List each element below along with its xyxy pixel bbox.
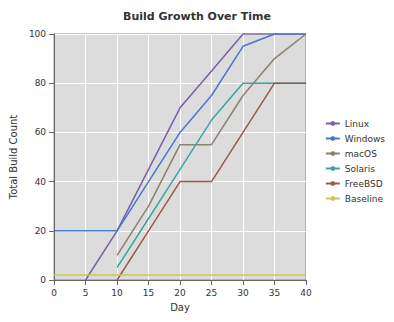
svg-text:FreeBSD: FreeBSD bbox=[345, 179, 383, 189]
svg-text:80: 80 bbox=[35, 78, 47, 88]
svg-text:macOS: macOS bbox=[345, 149, 377, 159]
svg-text:Windows: Windows bbox=[345, 134, 385, 144]
svg-text:Total Build Count: Total Build Count bbox=[8, 115, 19, 201]
svg-text:Linux: Linux bbox=[345, 119, 370, 129]
svg-text:30: 30 bbox=[237, 288, 249, 298]
svg-text:40: 40 bbox=[35, 177, 47, 187]
svg-text:20: 20 bbox=[35, 226, 47, 236]
svg-text:Build Growth Over Time: Build Growth Over Time bbox=[123, 10, 271, 23]
svg-text:60: 60 bbox=[35, 127, 47, 137]
svg-text:Baseline: Baseline bbox=[345, 194, 384, 204]
svg-text:25: 25 bbox=[206, 288, 217, 298]
svg-text:100: 100 bbox=[29, 29, 46, 39]
svg-text:20: 20 bbox=[174, 288, 186, 298]
svg-text:Day: Day bbox=[170, 302, 190, 313]
svg-text:40: 40 bbox=[300, 288, 312, 298]
svg-text:35: 35 bbox=[269, 288, 280, 298]
svg-text:5: 5 bbox=[83, 288, 89, 298]
svg-text:0: 0 bbox=[40, 275, 46, 285]
svg-text:0: 0 bbox=[51, 288, 57, 298]
svg-text:Solaris: Solaris bbox=[345, 164, 375, 174]
svg-text:15: 15 bbox=[143, 288, 154, 298]
svg-text:10: 10 bbox=[111, 288, 123, 298]
